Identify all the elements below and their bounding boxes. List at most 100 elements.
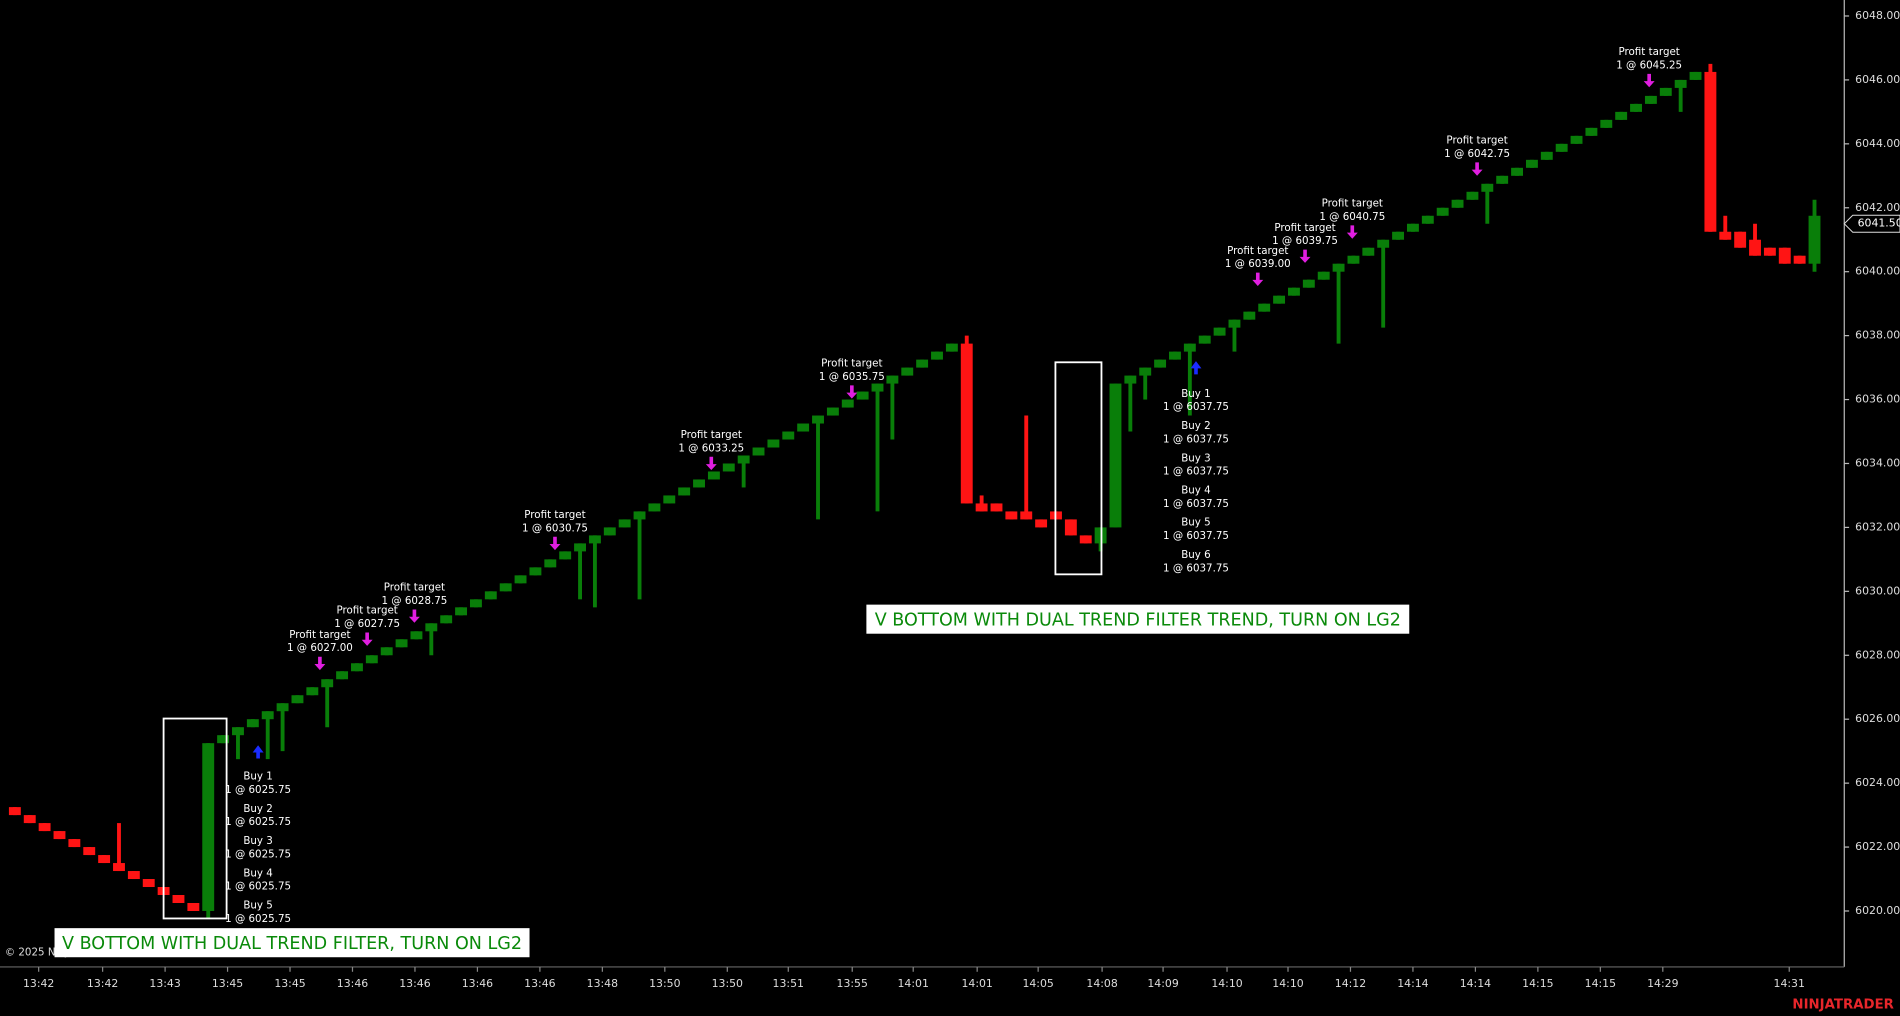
bar-body (945, 343, 958, 352)
bar-body (1734, 231, 1747, 248)
bar-body (678, 487, 691, 496)
sell-arrow (1471, 162, 1483, 176)
y-tick-label: 6036.00 (1855, 393, 1900, 406)
bar-body (276, 703, 289, 712)
profit-target-detail: 1 @ 6045.25 (1616, 59, 1682, 71)
x-tick-label: 14:15 (1585, 977, 1616, 990)
note-banner (54, 928, 530, 958)
bar-body (663, 495, 676, 504)
bar-body (98, 855, 111, 864)
profit-target-title: Profit target (384, 582, 445, 594)
bar-body (648, 503, 661, 512)
profit-target-title: Profit target (336, 605, 397, 617)
bar-body (574, 543, 586, 552)
buy-detail: 1 @ 6025.75 (225, 881, 291, 893)
buy-detail: 1 @ 6025.75 (225, 784, 291, 796)
buy-title: Buy 2 (243, 803, 272, 815)
x-tick-label: 14:15 (1522, 977, 1553, 990)
bar-body (142, 879, 155, 888)
bar-body (1154, 359, 1167, 368)
buy-title: Buy 5 (243, 900, 272, 912)
bar-body (1243, 311, 1256, 320)
x-tick-label: 13:43 (149, 977, 180, 990)
profit-target-detail: 1 @ 6028.75 (381, 595, 447, 607)
bar-body (499, 583, 512, 592)
bar-body (1228, 319, 1241, 328)
bar-body (901, 367, 914, 376)
buy-detail: 1 @ 6037.75 (1163, 401, 1229, 413)
bar-body (38, 823, 51, 832)
bar-body (469, 599, 482, 608)
bar-body (722, 463, 735, 472)
last-price-label: 6041.50 (1858, 217, 1900, 230)
profit-target-detail: 1 @ 6042.75 (1444, 148, 1510, 160)
bar-body (1615, 111, 1628, 120)
bar-body (1704, 71, 1717, 232)
bar-body (113, 863, 125, 872)
bar-body (990, 503, 1003, 512)
bar-body (1778, 247, 1791, 264)
sell-arrow (1346, 225, 1358, 239)
profit-target-title: Profit target (1227, 245, 1288, 257)
bar-body (53, 831, 66, 840)
bar-body (1540, 151, 1553, 160)
bar-body (529, 567, 542, 576)
sell-arrow (314, 656, 326, 671)
bar-body (603, 527, 616, 536)
buy-title: Buy 4 (243, 867, 272, 879)
buy-arrow (1190, 361, 1202, 375)
x-tick-label: 14:10 (1211, 977, 1242, 990)
sell-arrow (705, 456, 717, 471)
bar-body (1124, 375, 1137, 384)
bar-body (633, 511, 646, 520)
bar-body (960, 343, 973, 504)
bar-body (752, 447, 765, 456)
bar-body (1808, 215, 1821, 264)
sell-arrow (408, 609, 420, 623)
bar-body (1035, 519, 1048, 528)
x-tick-label: 13:46 (524, 977, 555, 990)
y-tick-label: 6030.00 (1855, 584, 1900, 597)
x-tick-label: 14:12 (1335, 977, 1366, 990)
bar-body (544, 559, 557, 568)
y-tick-label: 6048.00 (1855, 9, 1900, 22)
y-tick-label: 6040.00 (1855, 265, 1900, 278)
buy-detail: 1 @ 6037.75 (1163, 530, 1229, 542)
bar-body (559, 551, 572, 560)
bar-body (23, 815, 36, 824)
last-price-marker (1843, 214, 1900, 233)
bar-body (1169, 351, 1181, 360)
bar-body (425, 623, 438, 632)
profit-target-detail: 1 @ 6033.25 (678, 442, 744, 454)
bar-body (1377, 239, 1390, 248)
sell-arrow (846, 385, 858, 399)
bar-body (1585, 127, 1598, 136)
bar-body (975, 503, 988, 512)
x-tick-label: 13:46 (337, 977, 368, 990)
y-tick-label: 6038.00 (1855, 329, 1900, 342)
bar-body (1496, 175, 1509, 184)
bar-body (782, 431, 795, 440)
bar-body (1674, 79, 1687, 88)
bar-body (1481, 183, 1494, 192)
bar-body (856, 391, 869, 400)
buy-detail: 1 @ 6037.75 (1163, 562, 1229, 574)
bar-body (693, 479, 705, 488)
buy-detail: 1 @ 6025.75 (225, 913, 291, 925)
x-tick-label: 14:08 (1086, 977, 1117, 990)
bar-body (618, 519, 631, 528)
buy-detail: 1 @ 6037.75 (1163, 433, 1229, 445)
bar-body (68, 839, 81, 848)
bar-body (767, 439, 780, 448)
x-tick-label: 14:14 (1397, 977, 1428, 990)
bar-body (395, 639, 408, 648)
bar-body (484, 591, 497, 600)
x-tick-label: 13:50 (712, 977, 743, 990)
bar-body (1079, 535, 1092, 544)
bar-body (1362, 247, 1375, 256)
bar-body (1644, 95, 1657, 104)
x-tick-label: 13:45 (212, 977, 243, 990)
bar-body (1763, 247, 1776, 256)
bar-body (1630, 103, 1642, 112)
